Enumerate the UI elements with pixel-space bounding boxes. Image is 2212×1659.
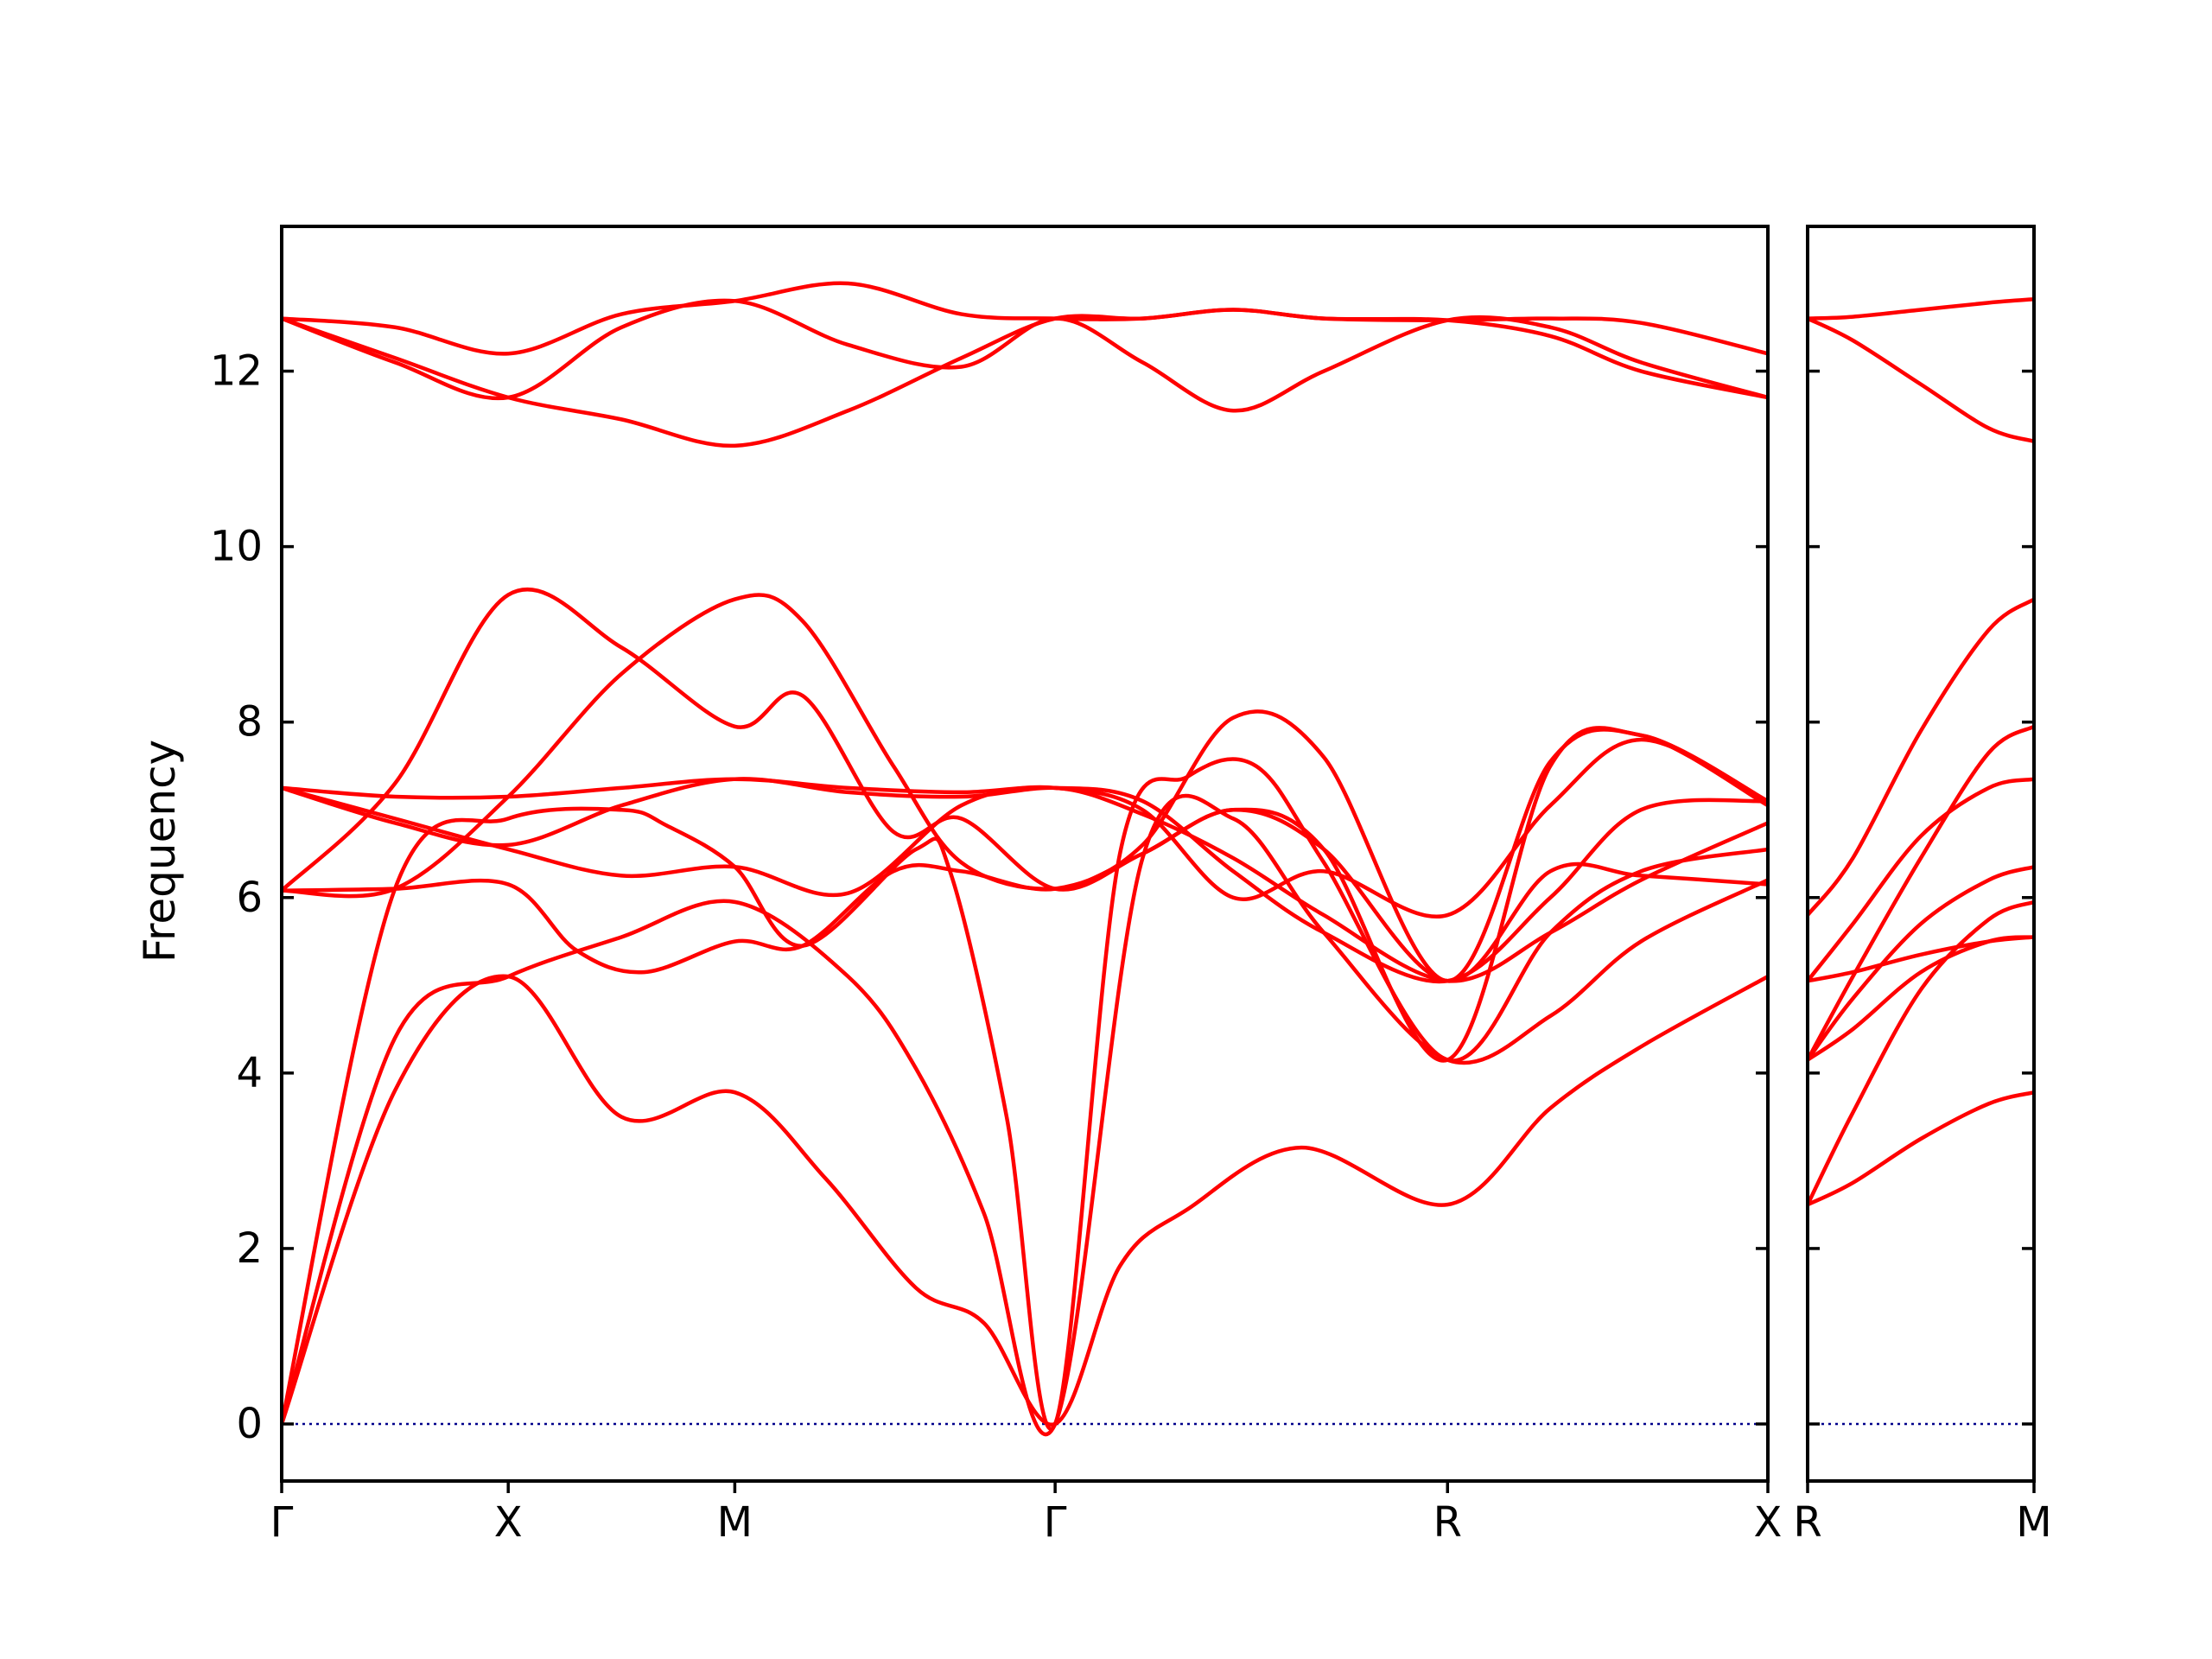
band-6-line: [1808, 935, 2034, 983]
bands-group: [1808, 297, 2034, 1207]
y-tick-label: 2: [236, 1224, 263, 1273]
band-3-line: [282, 757, 1768, 1431]
band-6-line: [282, 593, 1768, 983]
band-12-line: [282, 308, 1768, 448]
band-9-line: [282, 737, 1768, 918]
x-tick-label: X: [1754, 1498, 1783, 1547]
band-7-line: [1808, 777, 2034, 983]
y-tick-label: 6: [236, 874, 263, 922]
y-axis-label: Frequency: [135, 740, 185, 963]
x-tick-label: X: [494, 1498, 523, 1547]
x-tick-label: Γ: [270, 1498, 294, 1547]
y-tick-label: 12: [210, 347, 263, 396]
band-10-line: [282, 281, 1768, 356]
x-tick-label: M: [717, 1498, 753, 1547]
band-1-line: [1808, 1090, 2034, 1207]
y-tick-label: 0: [236, 1400, 263, 1448]
plot-frame: [1806, 225, 2036, 1483]
y-tick-label: 8: [236, 698, 263, 747]
band-1-line: [282, 974, 1768, 1427]
plot-frame: [280, 225, 1770, 1483]
x-tick-label: R: [1793, 1498, 1821, 1547]
x-tick-label: M: [2016, 1498, 2051, 1547]
band-5-line: [1808, 724, 2034, 1062]
band-10-line: [1808, 316, 2034, 444]
bands-group: [282, 281, 1768, 1436]
band-8-line: [1808, 597, 2034, 918]
x-tick-label: R: [1433, 1498, 1462, 1547]
x-tick-label: Γ: [1044, 1498, 1067, 1547]
panel-main: 0 2 4 6 8 10 12 Γ X M Γ R X: [210, 225, 1783, 1547]
y-tick-label: 10: [210, 523, 263, 571]
band-5-line: [282, 587, 1768, 1063]
band-9-line: [1808, 297, 2034, 321]
y-tick-label: 4: [236, 1049, 263, 1097]
band-2-line: [1808, 899, 2034, 1207]
band-4-line: [1808, 864, 2034, 1062]
